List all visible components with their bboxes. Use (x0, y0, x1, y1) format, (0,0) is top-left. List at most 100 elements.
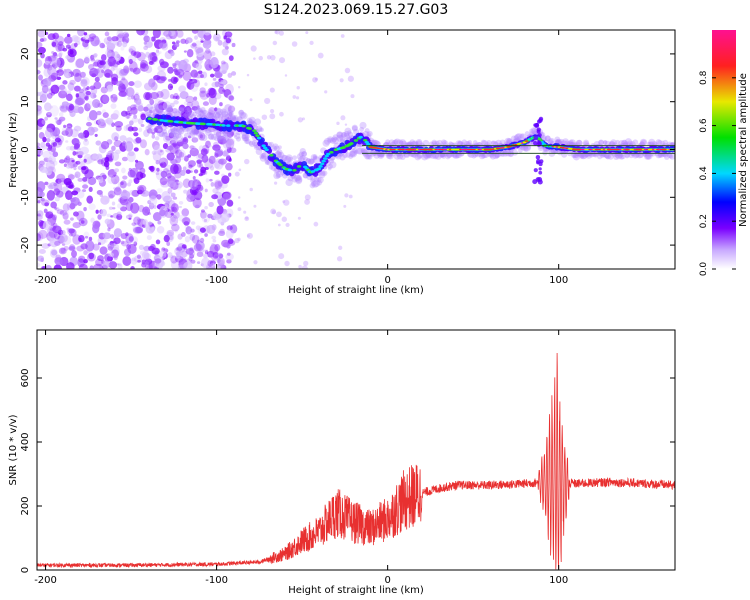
spectrogram-noise-dot (108, 122, 113, 127)
spectrogram-ridge-halo (311, 180, 319, 188)
spectrogram-ridge-halo (273, 172, 281, 180)
spectrogram-noise-dot (317, 52, 324, 59)
spectrogram-noise-dot (225, 138, 235, 150)
spectrogram-noise-dot (39, 93, 47, 103)
spectrogram-noise-dot (225, 37, 232, 44)
spectrogram-noise-dot (182, 138, 187, 142)
spectrogram-ridge-halo (223, 136, 229, 143)
spectrogram-noise-dot (304, 199, 310, 205)
spectrogram-noise-dot (166, 107, 171, 113)
spectrogram-noise-dot (158, 102, 168, 111)
spectrogram-noise-dot (103, 37, 112, 45)
spectrogram-noise-dot (214, 107, 218, 112)
spectrogram-noise-dot (196, 261, 201, 264)
spectrogram-noise-dot (194, 46, 204, 54)
spectrogram-noise-dot (324, 90, 328, 94)
spectrogram-noise-dot (137, 259, 141, 263)
spectrogram-noise-dot (158, 157, 169, 168)
spectrogram-noise-dot (63, 124, 67, 128)
spectrogram-ridge-halo (409, 151, 415, 157)
spectrogram-noise-dot (116, 263, 120, 266)
spectrogram-noise-dot (83, 207, 87, 212)
spectrogram-noise-dot (117, 203, 123, 209)
spectrogram-noise-dot (261, 152, 267, 158)
spectrogram-noise-dot (61, 101, 69, 107)
spectrogram-ridge-halo (157, 105, 164, 111)
spectrogram-noise-dot (179, 91, 189, 100)
spectrogram-noise-dot (128, 236, 134, 242)
spectrogram-noise-dot (121, 77, 126, 81)
spectrogram-ridge-halo (272, 143, 279, 150)
spectrogram-ridge-halo (339, 137, 346, 143)
spectrogram-noise-dot (190, 82, 199, 93)
spectrogram-noise-dot (74, 142, 81, 149)
spectrogram-ridge-halo (301, 151, 307, 157)
spectrogram-noise-dot (283, 199, 290, 206)
spectrogram-noise-dot (132, 67, 141, 75)
spectrogram-ridge-halo (342, 152, 348, 159)
spectrogram-ridge-halo (310, 180, 317, 187)
spectrogram-noise-dot (148, 192, 157, 201)
spectrogram-noise-dot (174, 229, 179, 233)
spectrogram-ridge-halo (268, 141, 274, 147)
spectrogram-noise-dot (158, 249, 167, 259)
spectrogram-noise-dot (200, 166, 207, 174)
spectrogram-ridge-halo (657, 139, 663, 146)
spectrogram-ridge-halo (331, 136, 338, 143)
spectrogram-ridge-halo (277, 151, 285, 159)
spectrogram-noise-dot (41, 243, 50, 249)
spectrogram-noise-dot (228, 95, 235, 101)
spectrogram-noise-dot (174, 134, 184, 143)
spectrogram-ridge-halo (507, 150, 515, 158)
spectrogram-noise-dot (272, 40, 278, 46)
spectrogram-noise-dot (234, 171, 240, 177)
spectrogram-ridge-halo (360, 147, 368, 155)
spectrogram-noise-dot (73, 42, 78, 48)
spectrogram-ridge-halo (399, 140, 404, 146)
spectrogram-noise-dot (77, 154, 83, 159)
spectrogram-noise-dot (72, 150, 77, 156)
snr-y-tick-label: 200 (20, 496, 31, 515)
spectrogram-ridge-halo (648, 138, 656, 146)
spectrogram-ridge-halo (457, 140, 464, 147)
spectrogram-noise-dot (83, 139, 90, 146)
spectrogram-noise-dot (220, 182, 228, 189)
spectrogram-noise-dot (90, 217, 95, 223)
spectrogram-noise-dot (167, 106, 174, 113)
spectrogram-noise-dot (54, 137, 62, 143)
spectrogram-ridge-halo (415, 139, 423, 146)
spectrogram-noise-dot (71, 35, 79, 42)
spectrogram-ridge-halo (362, 148, 370, 156)
spectrogram-ridge-halo (177, 128, 185, 135)
spectrogram-ridge-halo (146, 103, 154, 111)
spectrogram-ridge-halo (413, 141, 419, 147)
snr-y-tick-label: 400 (20, 432, 31, 451)
spectrogram-ridge-halo (639, 138, 648, 147)
spectrogram-noise-dot (108, 61, 113, 67)
spectrogram-noise-dot (212, 77, 217, 81)
spectrogram-noise-dot (108, 252, 115, 257)
spectrogram-noise-dot (164, 209, 174, 219)
spectrogram-ridge-halo (312, 179, 321, 188)
spectrogram-ridge-halo (207, 133, 215, 140)
spectrogram-noise-dot (176, 30, 184, 38)
spectrogram-ridge-halo (241, 134, 247, 140)
spectrogram-noise-dot (205, 140, 211, 149)
spectrogram-ridge-halo (655, 139, 662, 145)
spectrogram-noise-dot (66, 227, 70, 231)
spectrogram-noise-dot (348, 194, 353, 199)
spectrogram-noise-dot (225, 208, 234, 218)
spectrogram-ridge-halo (579, 153, 585, 159)
spectrogram-noise-dot (111, 145, 116, 151)
spectrogram-noise-dot (122, 175, 128, 180)
spectrogram-noise-dot (110, 93, 118, 103)
spectrogram-noise-dot (91, 73, 97, 78)
spectrogram-y-tick-label: 10 (20, 95, 31, 108)
spectrogram-ridge-halo (460, 141, 466, 147)
spectrogram-noise-dot (111, 178, 118, 185)
spectrogram-noise-dot (284, 74, 288, 77)
spectrogram-ridge-halo (183, 105, 190, 113)
spectrogram-ridge-halo (148, 126, 154, 133)
spectrogram-noise-dot (44, 61, 50, 65)
spectrogram-noise-dot (93, 263, 103, 269)
